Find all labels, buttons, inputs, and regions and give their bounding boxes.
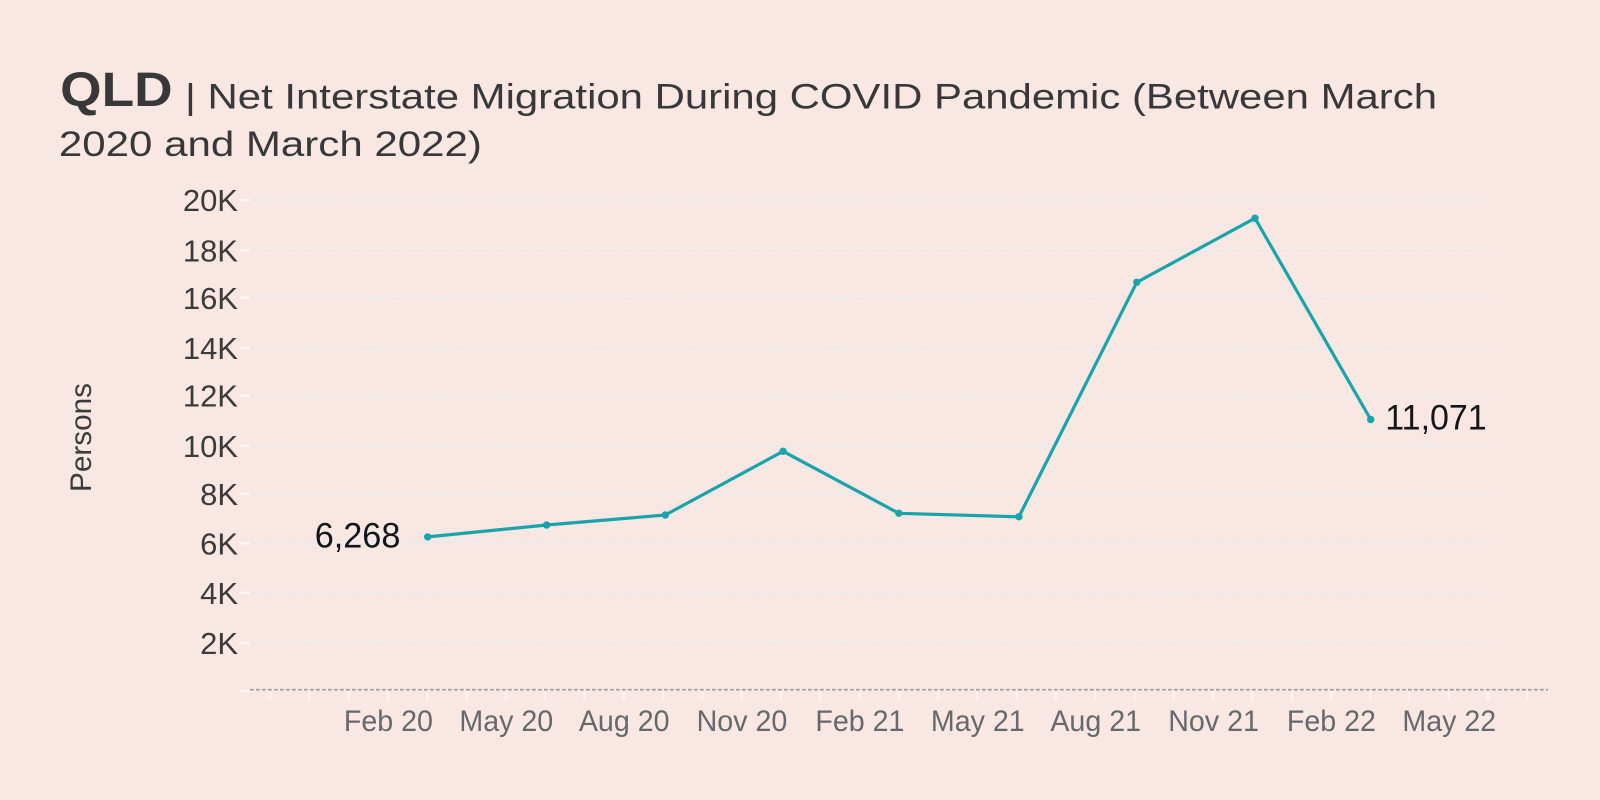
svg-text:18K: 18K [183, 233, 238, 268]
svg-text:6K: 6K [200, 526, 238, 561]
svg-text:Nov 20: Nov 20 [697, 705, 788, 738]
svg-text:May 20: May 20 [459, 705, 553, 738]
svg-text:11,071: 11,071 [1385, 399, 1486, 438]
svg-text:Nov 21: Nov 21 [1168, 705, 1259, 738]
svg-text:Feb 20: Feb 20 [344, 705, 433, 738]
svg-text:Persons: Persons [65, 383, 98, 492]
svg-text:Feb 22: Feb 22 [1287, 705, 1376, 738]
svg-text:| Net Interstate Migration Dur: | Net Interstate Migration During COVID … [185, 78, 1437, 117]
svg-text:2020 and March 2022): 2020 and March 2022) [59, 125, 482, 164]
svg-text:Feb 21: Feb 21 [815, 705, 904, 738]
svg-text:20K: 20K [183, 183, 238, 218]
svg-text:Aug 20: Aug 20 [579, 705, 670, 738]
svg-text:16K: 16K [183, 281, 238, 316]
svg-text:10K: 10K [183, 429, 238, 464]
svg-text:Aug 21: Aug 21 [1050, 705, 1141, 738]
svg-text:May 22: May 22 [1402, 705, 1496, 738]
svg-text:QLD: QLD [60, 64, 172, 117]
svg-text:14K: 14K [183, 331, 238, 366]
svg-text:12K: 12K [183, 379, 238, 414]
svg-text:2K: 2K [200, 626, 238, 661]
svg-text:May 21: May 21 [931, 705, 1025, 738]
svg-text:8K: 8K [200, 477, 238, 512]
svg-text:4K: 4K [200, 576, 238, 611]
svg-text:6,268: 6,268 [315, 517, 401, 556]
